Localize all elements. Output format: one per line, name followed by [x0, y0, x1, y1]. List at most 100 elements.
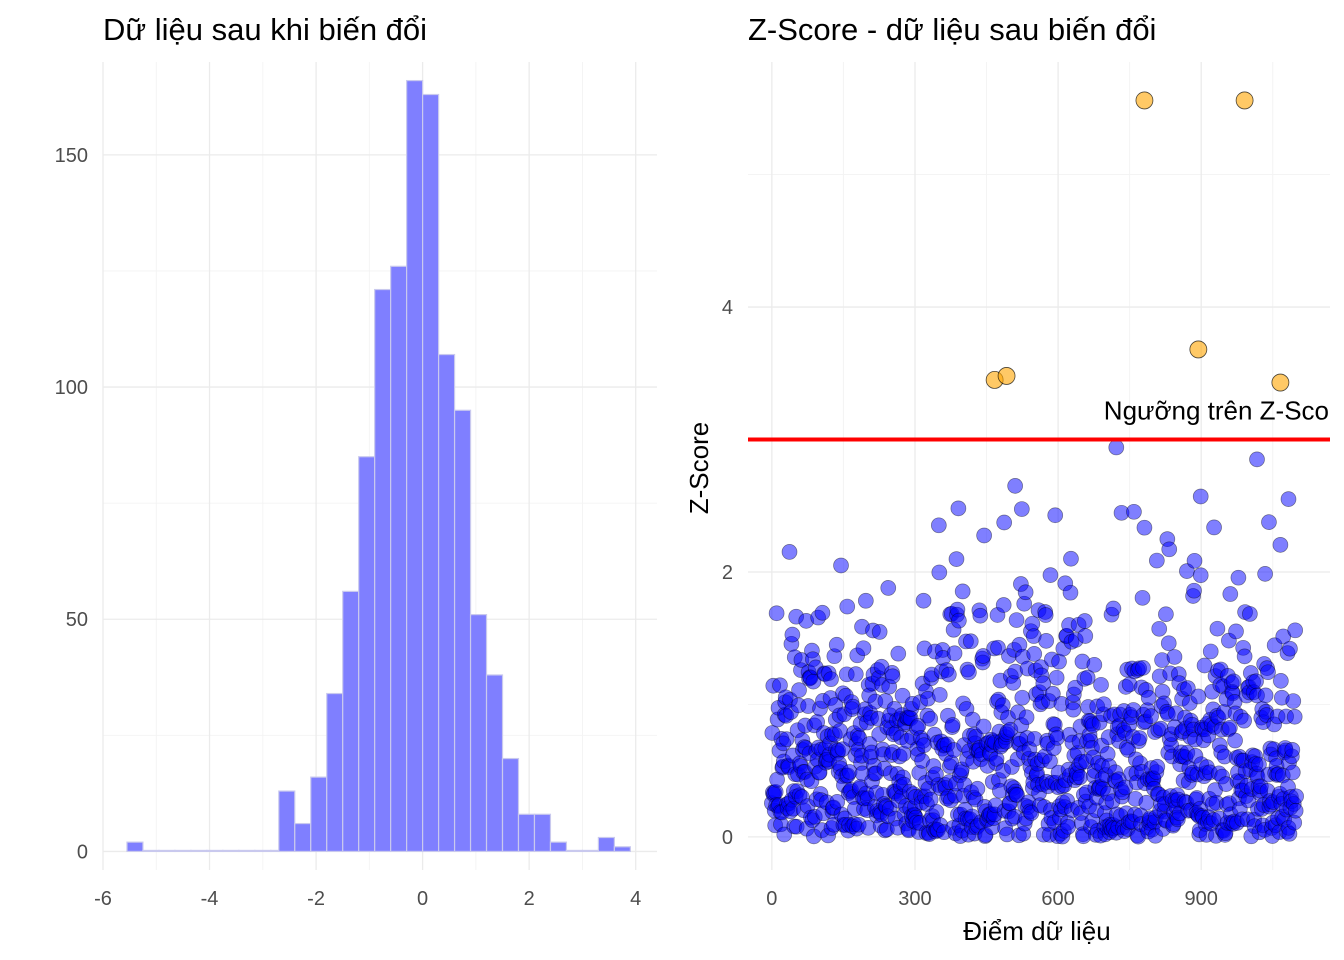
data-point — [1222, 586, 1239, 602]
data-point — [776, 826, 793, 843]
x-tick-label: -2 — [307, 888, 325, 910]
outlier-point — [1135, 91, 1154, 110]
data-point — [931, 564, 948, 581]
histogram-bar — [406, 79, 424, 853]
data-point — [1072, 769, 1088, 785]
data-point — [1186, 552, 1203, 569]
x-tick-label: 300 — [898, 888, 931, 910]
data-point — [1096, 696, 1112, 713]
histogram-bar — [158, 849, 176, 853]
data-point — [990, 639, 1006, 656]
data-point — [922, 710, 939, 727]
data-point — [948, 551, 965, 567]
data-point — [880, 580, 897, 596]
data-point — [1108, 439, 1125, 456]
x-tick-label: 2 — [524, 888, 535, 910]
data-point — [1044, 685, 1061, 702]
y-tick-label: 50 — [66, 609, 88, 631]
data-point — [954, 583, 971, 600]
y-axis-title: Z-Score — [684, 422, 714, 514]
data-point — [1249, 451, 1265, 468]
y-tick-label: 4 — [722, 297, 733, 319]
data-point — [784, 626, 801, 643]
data-point — [1284, 741, 1301, 758]
data-point — [1236, 648, 1253, 665]
y-tick-label: 100 — [55, 377, 88, 399]
data-point — [1014, 689, 1031, 706]
data-point — [1136, 519, 1153, 536]
data-point — [828, 636, 845, 653]
data-point — [890, 645, 907, 662]
data-point — [1280, 491, 1297, 507]
data-point — [1160, 635, 1177, 652]
data-point — [995, 597, 1012, 613]
zscore-outlier-points — [985, 91, 1290, 392]
data-point — [975, 648, 992, 664]
histogram-bar — [326, 692, 344, 853]
data-point — [915, 592, 932, 609]
data-point — [969, 780, 986, 797]
data-point — [1257, 566, 1273, 582]
data-point — [931, 686, 948, 703]
data-point — [839, 598, 856, 615]
data-point — [972, 607, 989, 624]
histogram-bar — [517, 813, 536, 853]
histogram-bar — [613, 846, 631, 853]
data-point — [951, 612, 967, 629]
data-point — [1076, 613, 1093, 629]
histogram-bar — [238, 849, 256, 853]
y-tick-label: 2 — [722, 562, 733, 584]
data-point — [1192, 567, 1209, 584]
data-point — [855, 640, 872, 657]
data-point — [814, 604, 831, 621]
data-point — [944, 717, 961, 733]
zscore-x-ticks: 0 300 600 900 — [766, 888, 1218, 910]
data-point — [1236, 712, 1252, 729]
data-point — [1209, 620, 1226, 637]
data-point — [834, 741, 851, 758]
data-point — [1009, 787, 1025, 803]
data-point — [1065, 701, 1082, 718]
y-tick-label: 150 — [55, 145, 88, 167]
y-tick-label: 0 — [77, 841, 88, 863]
histogram-bar — [278, 790, 296, 853]
histogram-bar — [222, 849, 240, 853]
histogram-bar — [581, 849, 600, 853]
data-point — [946, 645, 963, 662]
data-point — [961, 664, 977, 681]
histogram-bar — [174, 849, 192, 853]
histogram-bar — [254, 849, 272, 853]
histogram-bar — [390, 265, 408, 853]
histogram-bar — [565, 849, 584, 853]
data-point — [857, 592, 874, 609]
data-point — [1179, 680, 1196, 697]
data-point — [823, 671, 839, 688]
data-point — [1282, 640, 1298, 657]
zscore-points — [764, 439, 1304, 845]
data-point — [964, 711, 981, 728]
zscore-y-ticks: 0 2 4 — [722, 297, 733, 849]
data-point — [894, 687, 911, 704]
data-point — [781, 544, 798, 560]
data-point — [1017, 584, 1034, 601]
data-point — [1148, 552, 1165, 569]
data-point — [1026, 646, 1043, 662]
data-point — [1143, 708, 1159, 724]
x-tick-label: 0 — [417, 888, 428, 910]
data-point — [1158, 606, 1174, 623]
data-point — [1285, 693, 1302, 709]
data-point — [1287, 622, 1304, 639]
data-point — [1038, 632, 1055, 649]
outlier-point — [1271, 373, 1290, 392]
threshold-label: Ngưỡng trên Z-Sco — [1104, 396, 1329, 426]
histogram-panel: Dữ liệu sau khi biến đổi -6 -4 -2 0 2 4 0 50 10… — [55, 12, 657, 910]
data-point — [976, 527, 992, 544]
x-tick-label: 900 — [1185, 888, 1218, 910]
data-point — [1261, 514, 1277, 530]
data-point — [1007, 478, 1023, 494]
data-point — [1079, 669, 1096, 686]
data-point — [1284, 764, 1301, 781]
histogram-bar — [549, 841, 568, 853]
data-point — [996, 514, 1013, 531]
